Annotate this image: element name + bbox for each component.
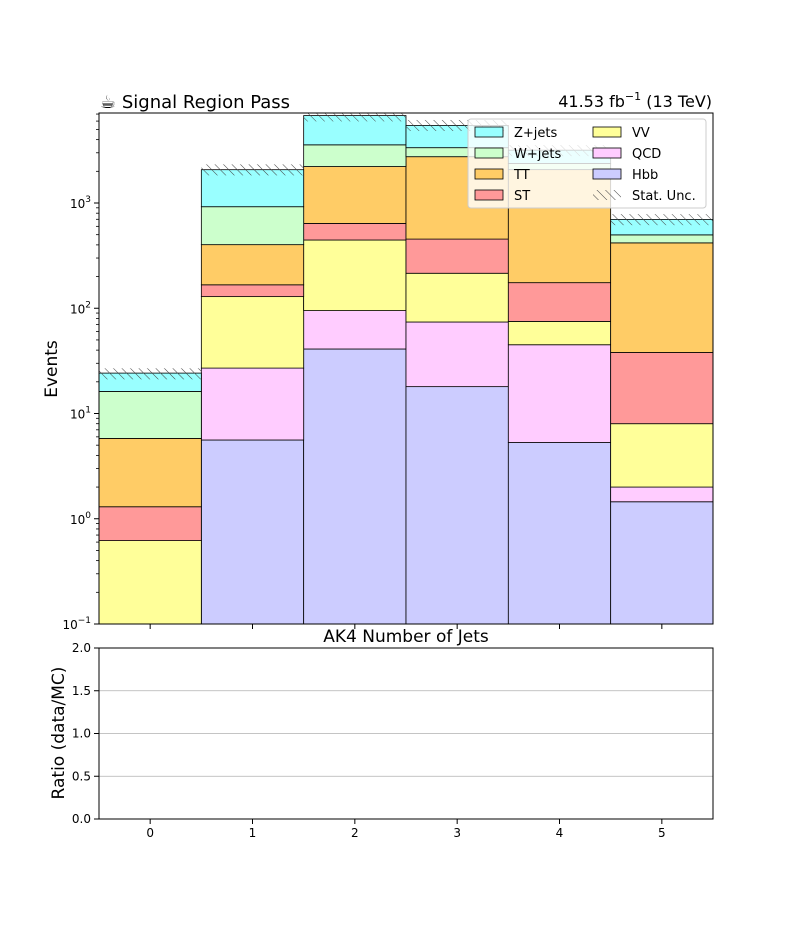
ratio-panel: AK4 Number of Jets 0.0 0.5 1.0 1.5 2.0 0 1 2 3 4… <box>49 627 714 840</box>
bar-hbb-bin-2 <box>303 348 407 624</box>
bar-vv-bin-3 <box>405 272 509 323</box>
legend-swatch-vv <box>592 126 622 138</box>
legend-swatch-stat-unc- <box>593 190 621 200</box>
bar-hbb-bin-1 <box>200 439 305 624</box>
x-tick-label: 5 <box>658 826 666 840</box>
bar-tt-bin-1 <box>200 244 305 286</box>
y-tick-label: 100 <box>70 511 91 527</box>
legend-swatch-w-jets <box>474 147 504 159</box>
ratio-y-tick-label: 1.5 <box>72 684 91 698</box>
legend-label-st: ST <box>514 189 530 204</box>
legend: Z+jets W+jets TT ST VV QCD Hbb Stat. Unc. <box>467 118 707 209</box>
legend-swatch-st <box>474 189 504 201</box>
bar-w-jets-bin-0 <box>99 391 202 439</box>
bar-st-bin-3 <box>405 238 509 274</box>
bar-qcd-bin-5 <box>610 486 713 503</box>
legend-label-tt: TT <box>513 168 530 183</box>
bar-vv-bin-0 <box>99 540 202 624</box>
bar-st-bin-2 <box>303 222 407 241</box>
bar-w-jets-bin-5 <box>610 234 713 244</box>
bar-qcd-bin-3 <box>405 321 509 388</box>
bar-vv-bin-2 <box>303 239 407 311</box>
main-y-ticks: 10−1 100 101 102 103 <box>62 113 99 632</box>
legend-swatch-hbb <box>592 168 622 180</box>
main-frame <box>98 112 714 625</box>
ratio-y-ticks: 0.0 0.5 1.0 1.5 2.0 <box>72 641 99 826</box>
stat-unc-bin-1 <box>201 164 304 176</box>
bar-hbb-bin-3 <box>405 386 509 624</box>
bar-st-bin-0 <box>99 506 202 542</box>
x-tick-label: 4 <box>556 826 564 840</box>
ratio-y-tick-label: 0.0 <box>72 812 91 826</box>
ratio-y-axis-label: Ratio (data/MC) <box>49 667 69 800</box>
x-tick-label: 0 <box>146 826 154 840</box>
legend-label-vv: VV <box>632 126 650 141</box>
legend-box <box>467 118 707 209</box>
stat-unc-bin-0 <box>99 368 202 380</box>
bar-vv-bin-4 <box>507 320 612 346</box>
legend-label-hbb: Hbb <box>632 168 658 183</box>
bar-st-bin-5 <box>610 352 713 425</box>
legend-label-qcd: QCD <box>632 147 661 162</box>
x-axis-label: AK4 Number of Jets <box>323 627 489 647</box>
main-panel: 10−1 100 101 102 103 Events Z+jets W+jets TT ST… <box>42 112 714 632</box>
bar-w-jets-bin-1 <box>200 206 305 246</box>
bar-tt-bin-2 <box>303 166 407 224</box>
ratio-y-tick-label: 1.0 <box>72 727 91 741</box>
bar-qcd-bin-1 <box>200 367 305 441</box>
legend-swatch-tt <box>474 168 504 180</box>
ratio-y-tick-label: 2.0 <box>72 641 91 655</box>
bar-qcd-bin-4 <box>507 344 612 443</box>
legend-label-w-jets: W+jets <box>514 147 561 162</box>
bar-tt-bin-5 <box>610 242 713 353</box>
stat-unc-bin-2 <box>303 113 406 122</box>
y-tick-label: 103 <box>70 195 91 211</box>
x-tick-label: 3 <box>453 826 461 840</box>
plot-title: ☕ Signal Region Pass <box>100 92 290 113</box>
luminosity-label: 41.53 fb−1 (13 TeV) <box>558 90 712 111</box>
legend-label-stat-unc-: Stat. Unc. <box>632 189 696 204</box>
bar-hbb-bin-5 <box>610 501 713 624</box>
bar-hbb-bin-4 <box>507 442 612 624</box>
bar-vv-bin-5 <box>610 423 713 488</box>
bar-tt-bin-0 <box>99 437 202 508</box>
stat-unc-bin-5 <box>610 214 713 226</box>
legend-swatch-z-jets <box>474 126 504 138</box>
ratio-y-tick-label: 0.5 <box>72 769 91 783</box>
bar-w-jets-bin-2 <box>303 144 407 167</box>
bar-st-bin-1 <box>200 284 305 298</box>
y-tick-label: 10−1 <box>62 616 91 632</box>
y-tick-label: 102 <box>70 300 91 316</box>
ratio-grid <box>99 690 713 777</box>
x-tick-label: 1 <box>249 826 257 840</box>
ratio-x-ticks: 0 1 2 3 4 5 <box>146 819 666 840</box>
y-tick-label: 101 <box>70 406 91 422</box>
bar-vv-bin-1 <box>200 296 305 369</box>
bar-qcd-bin-2 <box>303 310 407 350</box>
x-tick-label: 2 <box>351 826 359 840</box>
legend-label-z-jets: Z+jets <box>514 126 558 141</box>
bar-st-bin-4 <box>507 282 612 322</box>
main-x-ticks <box>149 624 663 629</box>
main-y-axis-label: Events <box>42 340 62 398</box>
legend-swatch-qcd <box>592 147 622 159</box>
stat-unc-bin-3 <box>406 119 509 132</box>
